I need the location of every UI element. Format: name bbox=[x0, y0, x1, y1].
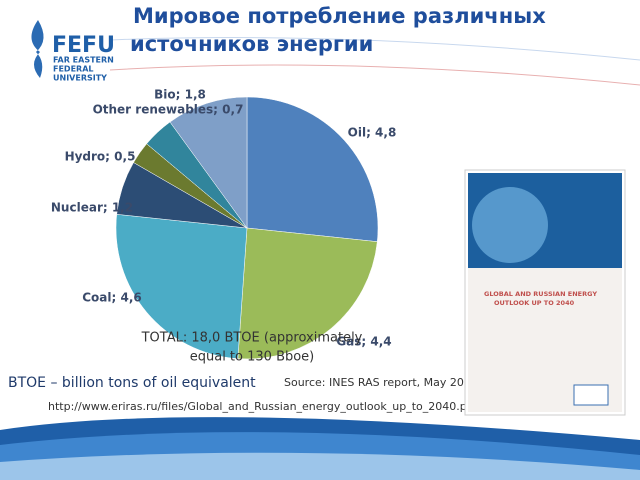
logo-name: FEFU bbox=[52, 33, 115, 58]
pie-slice bbox=[237, 227, 378, 360]
logo-text: FEDERAL bbox=[53, 65, 93, 74]
source: Source: INES RAS report, May 2013 bbox=[284, 376, 478, 389]
data-label: Other renewables; 0,7 bbox=[93, 103, 244, 117]
report-cover: GLOBAL AND RUSSIAN ENERGY OUTLOOK UP TO … bbox=[464, 169, 626, 416]
pie: Oil; 4,8 Gas; 4,4 Coal; 4,6 Nuclear; 1,2 Hyd… bbox=[51, 88, 396, 360]
title: Мировое потребление различных bbox=[133, 4, 546, 28]
data-label: Hydro; 0,5 bbox=[65, 150, 136, 164]
decor bbox=[0, 452, 640, 480]
pie-slice bbox=[115, 214, 248, 359]
data-label: Oil; 4,8 bbox=[348, 126, 397, 140]
data-label: Gas; 4,4 bbox=[336, 335, 391, 349]
cover-logo bbox=[573, 384, 609, 406]
logo-mark bbox=[31, 20, 44, 78]
decor bbox=[109, 64, 640, 86]
cover-globe bbox=[472, 187, 548, 263]
annotation: TOTAL: 18,0 BTOE (approximately bbox=[141, 331, 363, 346]
logo-text: FAR EASTERN bbox=[53, 56, 114, 65]
pie-slice bbox=[246, 96, 379, 242]
cover-title: OUTLOOK UP TO 2040 bbox=[494, 299, 575, 307]
decor bbox=[109, 37, 640, 61]
data-label: Nuclear; 1,2 bbox=[51, 201, 133, 215]
url: http://www.eriras.ru/files/Global_and_Ru… bbox=[48, 400, 479, 413]
data-label: Coal; 4,6 bbox=[82, 291, 142, 305]
cover-title: GLOBAL AND RUSSIAN ENERGY bbox=[484, 290, 597, 298]
definition: BTOE – billion tons of oil equivalent bbox=[8, 375, 256, 391]
pie-slice bbox=[169, 96, 248, 229]
data-label: Bio; 1,8 bbox=[154, 88, 206, 102]
annotation: equal to 130 Bboe) bbox=[190, 350, 315, 365]
title: источников энергии bbox=[130, 32, 373, 56]
logo-text: UNIVERSITY bbox=[53, 74, 107, 83]
